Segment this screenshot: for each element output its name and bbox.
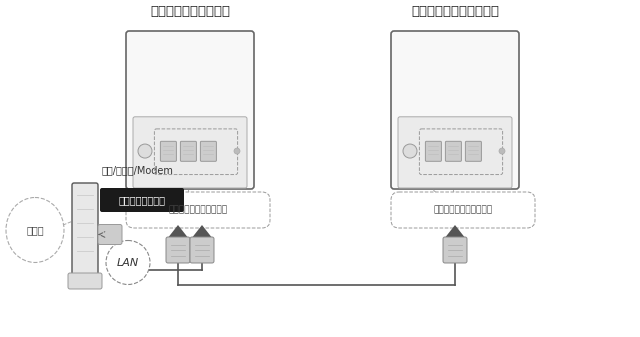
FancyBboxPatch shape [133, 117, 247, 188]
FancyBboxPatch shape [100, 188, 184, 212]
FancyBboxPatch shape [180, 141, 196, 161]
FancyBboxPatch shape [391, 192, 535, 228]
Text: 因特网: 因特网 [26, 225, 44, 235]
Text: 由宽带运营商提供: 由宽带运营商提供 [118, 195, 166, 205]
FancyBboxPatch shape [68, 273, 102, 289]
Text: LAN: LAN [117, 257, 139, 268]
FancyBboxPatch shape [200, 141, 216, 161]
Polygon shape [167, 225, 189, 239]
Text: 光猫/宽带猫/Modem: 光猫/宽带猫/Modem [102, 165, 174, 175]
FancyBboxPatch shape [190, 237, 214, 263]
Text: 网线可以插任意一个网口: 网线可以插任意一个网口 [433, 206, 493, 214]
FancyBboxPatch shape [398, 117, 512, 188]
FancyBboxPatch shape [72, 183, 98, 277]
FancyBboxPatch shape [126, 192, 270, 228]
Circle shape [106, 241, 150, 284]
FancyBboxPatch shape [166, 237, 190, 263]
FancyBboxPatch shape [391, 31, 519, 189]
FancyBboxPatch shape [465, 141, 481, 161]
Polygon shape [191, 225, 213, 239]
FancyBboxPatch shape [445, 141, 461, 161]
Text: 网线可以插任意一个网口: 网线可以插任意一个网口 [168, 206, 228, 214]
Text: 第一台路由器：已连网: 第一台路由器：已连网 [150, 5, 230, 18]
Circle shape [499, 148, 505, 154]
Circle shape [234, 148, 240, 154]
Polygon shape [444, 225, 466, 239]
Text: 第二台路由器：出厂状态: 第二台路由器：出厂状态 [411, 5, 499, 18]
Ellipse shape [6, 197, 64, 263]
Circle shape [138, 144, 152, 158]
Circle shape [403, 144, 417, 158]
FancyBboxPatch shape [426, 141, 442, 161]
FancyBboxPatch shape [161, 141, 177, 161]
FancyBboxPatch shape [443, 237, 467, 263]
FancyBboxPatch shape [98, 224, 122, 245]
FancyBboxPatch shape [126, 31, 254, 189]
